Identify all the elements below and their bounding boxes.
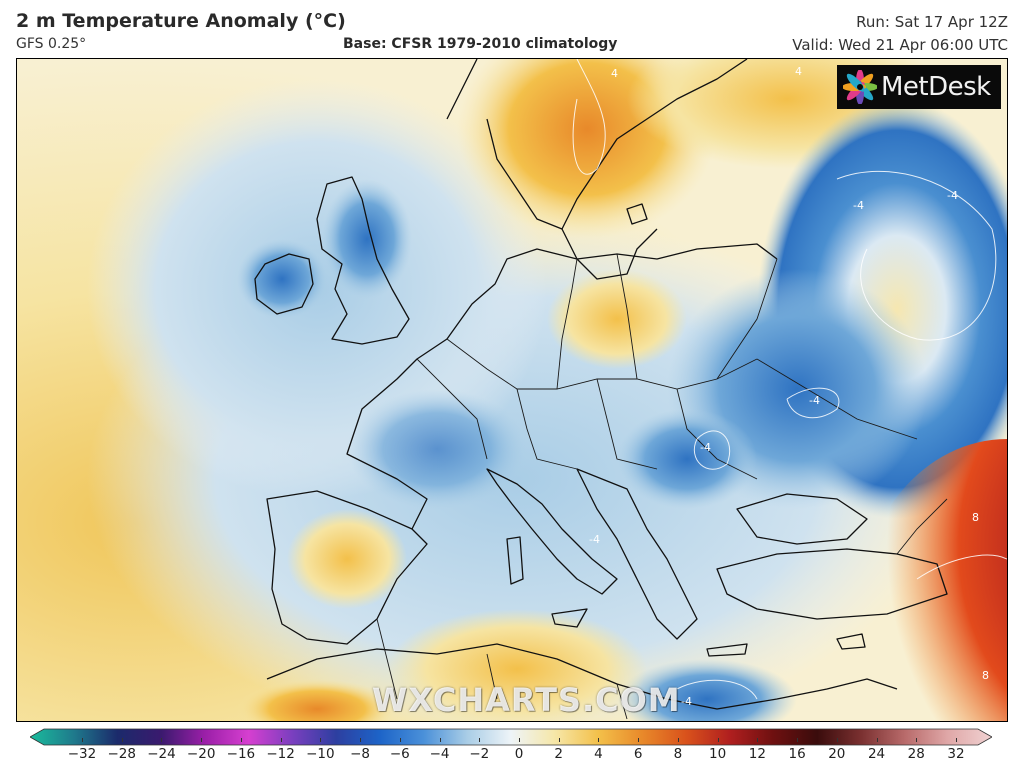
colorbar-tick-mark: [121, 738, 123, 742]
colorbar-tick-label: −28: [107, 746, 136, 762]
colorbar-tick-label: −24: [147, 746, 176, 762]
colorbar-tick-label: 2: [554, 746, 564, 762]
colorbar-tick-label: −16: [226, 746, 256, 762]
map-canvas: -4 -4 -4 -4 -4 -4 4 4 8 8: [17, 59, 1007, 721]
colorbar-tick-label: −6: [389, 746, 410, 762]
climatology-base-label: Base: CFSR 1979-2010 climatology: [343, 36, 618, 52]
colorbar-tick-label: −4: [429, 746, 450, 762]
contour-label: 4: [795, 65, 802, 78]
contour-label: -4: [589, 533, 600, 546]
contour-label: -4: [681, 695, 692, 708]
colorbar-tick-label: −2: [469, 746, 490, 762]
colorbar-tick-mark: [280, 738, 282, 742]
run-time-label: Run: Sat 17 Apr 12Z: [856, 13, 1008, 31]
colorbar-tick-mark: [956, 738, 957, 742]
colorbar-tick-label: 16: [788, 746, 806, 762]
colorbar-tick-mark: [876, 738, 878, 742]
anomaly-region-poland-warm: [547, 269, 687, 369]
contour-label: -4: [700, 441, 711, 454]
contour-labels: -4 -4 -4 -4 -4 -4 4 4 8 8: [589, 65, 989, 708]
colorbar-tick-mark: [320, 738, 322, 742]
country-borders: [376, 253, 948, 720]
colorbar-tick-mark: [360, 738, 362, 742]
colorbar-tick-mark: [757, 738, 759, 742]
colorbar-tick-mark: [399, 738, 401, 742]
colorbar-tick-mark: [677, 738, 679, 742]
colorbar-tick-mark: [479, 738, 481, 742]
anomaly-region-middle-east-hot: [857, 439, 1007, 721]
contour-label: -4: [809, 394, 820, 407]
colorbar-tick-label: −12: [266, 746, 295, 762]
colorbar-tick-label: 20: [828, 746, 846, 762]
colorbar-tick-mark: [717, 738, 719, 742]
metdesk-logo-text: MetDesk: [881, 72, 991, 102]
anomaly-region-libya-cold: [617, 659, 797, 721]
coastlines: [254, 59, 948, 710]
metdesk-logo: MetDesk: [837, 65, 1001, 109]
wxcharts-watermark: WXCHARTS.COM: [372, 681, 681, 719]
colorbar-tick-mark: [598, 738, 600, 742]
anomaly-region-morocco-warm: [237, 679, 397, 721]
model-label: GFS 0.25°: [16, 36, 87, 52]
colorbar-bar: [29, 728, 993, 746]
anomaly-region-north-africa-warm: [387, 609, 647, 721]
contour-lines: [572, 59, 1007, 700]
valid-time-label: Valid: Wed 21 Apr 06:00 UTC: [792, 36, 1008, 54]
contour-label: 8: [982, 669, 989, 682]
colorbar-tick-label: −32: [67, 746, 97, 762]
colorbar-tick-label: 12: [748, 746, 766, 762]
colorbar-tick-mark: [836, 738, 838, 742]
colorbar-tick-label: −8: [350, 746, 371, 762]
contour-label: 8: [972, 511, 979, 524]
colorbar-tick-mark: [797, 738, 799, 742]
anomaly-region-uk-cold: [322, 179, 412, 299]
colorbar-tick-mark: [240, 738, 242, 742]
colorbar-tick-mark: [439, 738, 441, 742]
colorbar-gradient: [29, 728, 993, 746]
colorbar-tick-label: −20: [186, 746, 216, 762]
contour-label: 4: [611, 67, 618, 80]
colorbar-tick-label: 6: [633, 746, 643, 762]
colorbar-tick-mark: [558, 738, 560, 742]
colorbar-tick-label: 28: [907, 746, 925, 762]
colorbar-ticks: −32 −28 −24 −20 −16 −12 −10 −8 −6 −4 −2 0 2 4 6 8 10 12 16…: [30, 738, 992, 776]
colorbar-tick-mark: [638, 738, 640, 742]
colorbar-tick-label: 0: [514, 746, 524, 762]
colorbar-tick-mark: [916, 738, 918, 742]
anomaly-region-france-cold: [347, 389, 527, 509]
metdesk-flower-icon: [843, 70, 877, 104]
colorbar-tick-mark: [519, 738, 520, 742]
colorbar-tick-label: 10: [709, 746, 727, 762]
colorbar-tick-mark: [201, 738, 203, 742]
colorbar-tick-label: 4: [594, 746, 603, 762]
colorbar-tick-label: −10: [306, 746, 335, 762]
colorbar: −32 −28 −24 −20 −16 −12 −10 −8 −6 −4 −2 0 2 4 6 8 10 12 16…: [29, 728, 993, 778]
colorbar-tick-label: 24: [867, 746, 886, 762]
colorbar-tick-label: 8: [673, 746, 683, 762]
colorbar-tick-label: 32: [947, 746, 965, 762]
contour-label: -4: [853, 199, 864, 212]
contour-label: -4: [947, 189, 958, 202]
temperature-anomaly-map: -4 -4 -4 -4 -4 -4 4 4 8 8: [16, 58, 1008, 722]
anomaly-region-ireland-cold: [237, 239, 327, 319]
chart-title: 2 m Temperature Anomaly (°C): [16, 10, 346, 32]
colorbar-tick-mark: [161, 738, 163, 742]
colorbar-tick-mark: [82, 738, 83, 742]
anomaly-region-balkans-cold: [617, 409, 757, 509]
anomaly-region-iberia-warm: [287, 509, 407, 609]
